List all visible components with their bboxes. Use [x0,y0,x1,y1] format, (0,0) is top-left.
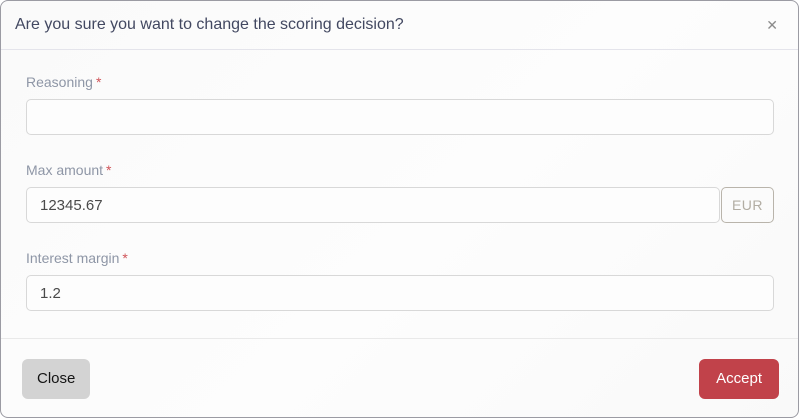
interest-margin-label-text: Interest margin [26,250,120,266]
max-amount-input[interactable] [26,187,720,223]
required-asterisk: * [122,250,128,266]
reasoning-label-text: Reasoning [26,74,93,90]
required-asterisk: * [95,74,102,90]
dialog-footer: Close Accept [1,338,798,417]
max-amount-field-group: Max amount* EUR [26,162,774,223]
max-amount-label: Max amount * [26,162,774,178]
dialog-header: Are you sure you want to change the scor… [1,1,798,50]
close-icon[interactable]: ✕ [766,17,778,33]
interest-margin-input[interactable] [26,275,774,311]
interest-margin-label: Interest margin * [26,250,774,266]
dialog-body: Reasoning* Max amount* EUR Interest marg… [1,50,798,338]
currency-addon: EUR [721,187,774,223]
dialog-title: Are you sure you want to change the scor… [15,16,404,33]
required-asterisk: * [106,162,112,178]
interest-margin-field-group: Interest margin * [26,250,774,311]
max-amount-label-text: Max amount [26,162,104,178]
max-amount-input-group: EUR [26,187,774,223]
reasoning-label: Reasoning * [26,74,774,90]
reasoning-field-group: Reasoning * [26,74,774,135]
accept-button[interactable]: Accept [699,358,779,399]
close-button[interactable]: Close [22,358,91,399]
reasoning-input[interactable] [26,99,774,135]
